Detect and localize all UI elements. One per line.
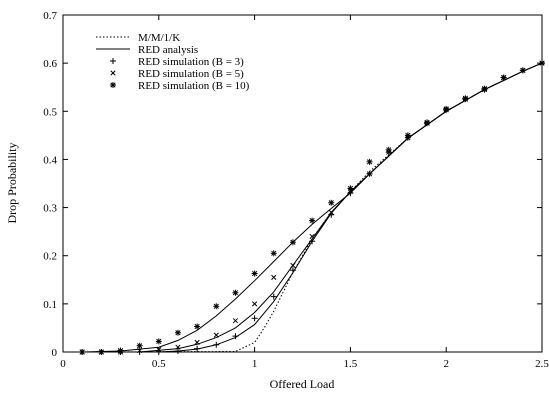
series-red-simulation-b-3-point [251,315,258,322]
x-tick-label: 1.5 [344,358,358,370]
plot-area [79,60,545,355]
x-tick-label: 2 [443,358,449,370]
series-red-simulation-b-3-point [309,238,316,245]
series-red-simulation-b-10-point [481,86,488,93]
series-red-simulation-b-5-point [309,233,315,240]
series-red-simulation-b-3-point [270,293,277,300]
legend-label: RED simulation (B = 10) [138,80,250,92]
series-red-analysis-line [82,62,543,353]
series-red-simulation-b-10-point [213,303,220,310]
series-red-simulation-b-10-point [366,158,373,165]
series-m-m-1-k [82,62,543,353]
series-red-simulation-b-5-point [290,262,296,268]
x-tick-label: 0.5 [152,358,166,370]
y-tick-label: 0.3 [43,203,57,215]
series-red-simulation-b-3-point [194,345,201,352]
legend-item: RED simulation (B = 5) [110,68,244,80]
series-red-simulation-b-5-point [251,301,258,307]
legend-item: RED simulation (B = 10) [110,80,250,92]
y-axis-label: Drop Probability [5,143,19,224]
series-m-m-1-k-line [82,62,543,353]
series-red-simulation-b-5-point [213,332,219,338]
x-tick-label: 0 [60,358,66,370]
y-tick-label: 0.6 [43,58,57,70]
series-red-simulation-b-10-point [155,338,162,345]
legend-label: RED analysis [138,44,198,56]
series-red-simulation-b-5-point [194,339,200,345]
legend-item: M/M/1/K [96,32,180,44]
y-tick-label: 0.2 [43,251,57,263]
series-red-simulation-b-10-point [404,132,411,139]
series-red-simulation-b-10-point [289,239,296,246]
series-red-simulation-b-10-point [328,199,335,206]
legend-item: RED analysis [96,44,198,56]
y-tick-label: 0.5 [43,106,57,118]
series-red-simulation-b-3 [79,60,545,355]
series-red-simulation-b-3-point [289,267,296,274]
x-axis-label: Offered Load [270,377,335,391]
series-red-simulation-b-5 [79,60,545,355]
series-red-simulation-b-10-point [270,250,277,257]
series-red-simulation-b-10-point [174,329,181,336]
legend-label: RED simulation (B = 3) [138,56,244,68]
series-red-simulation-b-5-point [232,318,239,324]
series-red-simulation-b-3-point [174,348,181,355]
series-red-simulation-b-10-point [136,342,143,349]
series-red-simulation-b-5-point [271,274,277,280]
series-red-simulation-b-3-point [213,341,220,348]
x-tick-label: 1 [252,358,258,370]
axes: 0 0.5 1 1.5 2 2.5 0 0.1 0.2 0.3 0.4 0.5 0.6 0.7 [43,10,549,370]
series-red-simulation-b-10-point [500,74,507,81]
series-red-analysis [82,62,543,353]
series-red-simulation-b-10-point [443,106,450,113]
legend-item: RED simulation (B = 3) [110,56,244,68]
series-red-simulation-b-10-point [519,67,526,74]
series-red-simulation-b-10-point [194,323,201,330]
series-red-simulation-b-10-point [309,217,316,224]
series-red-simulation-b-10 [79,60,545,355]
y-tick-label: 0.7 [43,10,57,22]
series-red-simulation-b-5-point [366,171,373,177]
series-red-simulation-b-10-point [347,185,354,192]
y-tick-label: 0.4 [43,154,57,166]
x-tick-label: 2.5 [535,358,549,370]
y-tick-label: 0 [52,347,58,359]
series-red-simulation-b-5-point [175,344,181,350]
series-red-simulation-b-5-point [328,209,334,215]
legend-label: RED simulation (B = 5) [138,68,244,80]
series-red-simulation-b-3-point [232,333,239,340]
series-red-simulation-b-10-point [117,347,124,354]
legend-swatch [110,58,116,64]
legend-swatch [110,70,116,76]
series-red-simulation-b-10-point [385,146,392,153]
series-red-analysis-line [82,62,543,353]
series-red-simulation-b-10-point [462,96,469,103]
plot-frame [62,14,543,353]
series-red-simulation-b-10-point [251,270,258,277]
series-red-simulation-b-10-point [232,289,239,296]
series-red-simulation-b-10-point [424,120,431,127]
legend-swatch [110,82,116,88]
legend-label: M/M/1/K [138,32,180,44]
series-red-analysis-line [82,62,543,353]
y-tick-label: 0.1 [43,299,57,311]
